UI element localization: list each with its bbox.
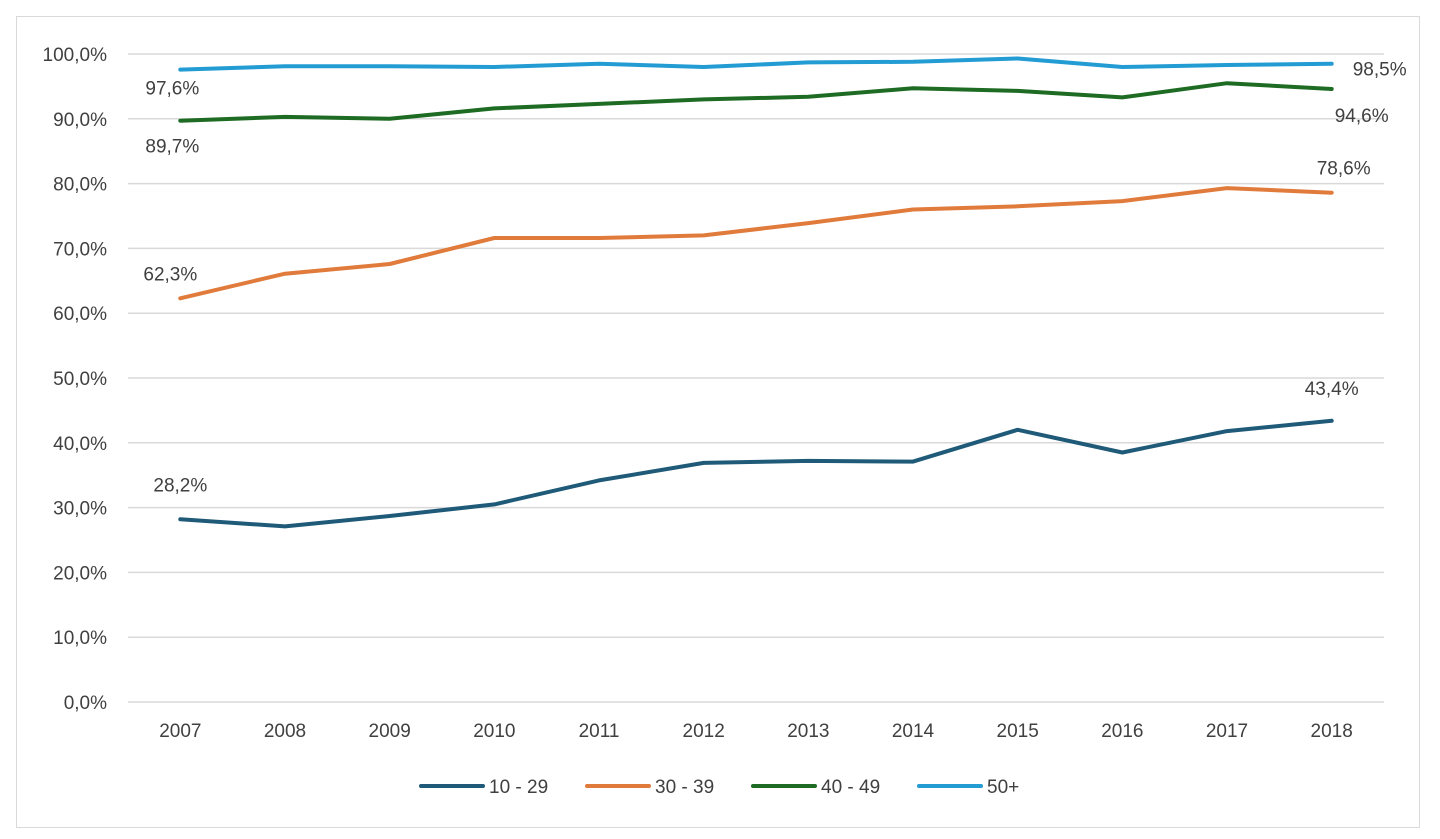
x-tick-label: 2016 xyxy=(1101,721,1143,742)
y-tick-label: 80,0% xyxy=(53,175,107,196)
x-tick-label: 2010 xyxy=(473,721,515,742)
x-tick-label: 2017 xyxy=(1206,721,1248,742)
x-tick-label: 2015 xyxy=(997,721,1039,742)
data-label: 78,6% xyxy=(1317,159,1371,180)
y-tick-label: 30,0% xyxy=(53,499,107,520)
x-tick-label: 2009 xyxy=(369,721,411,742)
series-line xyxy=(178,56,1334,72)
data-label: 28,2% xyxy=(153,475,207,496)
data-label: 98,5% xyxy=(1353,60,1407,81)
y-tick-label: 100,0% xyxy=(43,45,108,66)
legend-label: 50+ xyxy=(987,777,1019,798)
y-tick-label: 10,0% xyxy=(53,628,107,649)
y-tick-label: 0,0% xyxy=(64,693,107,714)
legend-label: 10 - 29 xyxy=(489,777,548,798)
x-tick-label: 2014 xyxy=(892,721,935,742)
x-tick-label: 2011 xyxy=(579,721,620,742)
y-tick-label: 20,0% xyxy=(53,563,107,584)
x-tick-label: 2012 xyxy=(683,721,725,742)
series-line xyxy=(178,186,1334,301)
y-tick-label: 50,0% xyxy=(53,369,107,390)
data-label: 89,7% xyxy=(145,137,199,158)
x-tick-label: 2018 xyxy=(1311,721,1353,742)
data-label: 62,3% xyxy=(143,264,197,285)
y-tick-label: 90,0% xyxy=(53,110,107,131)
x-tick-label: 2013 xyxy=(787,721,829,742)
data-label: 94,6% xyxy=(1335,106,1389,127)
data-label: 97,6% xyxy=(145,79,199,100)
x-tick-label: 2008 xyxy=(264,721,306,742)
legend-label: 30 - 39 xyxy=(655,777,714,798)
y-tick-label: 40,0% xyxy=(53,434,107,455)
data-label: 43,4% xyxy=(1305,379,1359,400)
y-tick-label: 60,0% xyxy=(53,304,107,325)
chart-frame xyxy=(16,16,1420,828)
y-tick-label: 70,0% xyxy=(53,239,107,260)
series-line xyxy=(178,418,1334,529)
series-line xyxy=(178,81,1334,123)
x-tick-label: 2007 xyxy=(159,721,201,742)
legend-label: 40 - 49 xyxy=(821,777,880,798)
